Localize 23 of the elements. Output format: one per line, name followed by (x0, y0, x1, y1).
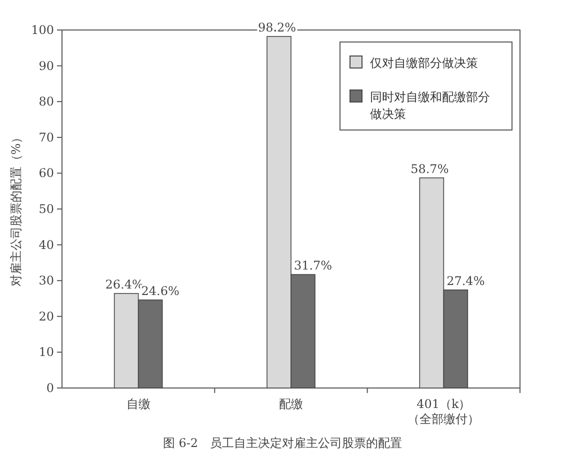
y-tick-label: 70 (38, 130, 54, 144)
y-tick-label: 20 (38, 309, 54, 324)
y-tick-label: 50 (38, 202, 54, 216)
y-tick-label: 0 (46, 381, 54, 395)
y-tick-label: 90 (38, 58, 54, 73)
y-axis-title: 对雇主公司股票的配置（%） (9, 131, 23, 287)
x-tick-label: 自缴 (126, 397, 150, 411)
y-tick-label: 30 (38, 274, 54, 288)
legend-label: 同时对自缴和配缴部分做决策 (370, 90, 490, 121)
x-tick-label: 配缴 (279, 397, 303, 411)
legend-label: 仅对自缴部分做决策 (370, 56, 478, 70)
y-tick-label: 60 (38, 166, 54, 180)
y-tick-label: 40 (38, 238, 54, 252)
data-label: 24.6% (141, 284, 180, 298)
y-tick-label: 10 (38, 345, 54, 360)
data-label: 58.7% (410, 162, 449, 176)
data-label: 27.4% (446, 274, 485, 288)
y-tick-label: 80 (38, 94, 54, 109)
y-tick-label: 100 (31, 23, 54, 37)
x-tick-label: 401（k）（全部缴付） (408, 397, 480, 426)
data-label: 26.4% (105, 277, 144, 292)
text: 图 6-2 员工自主决定对雇主公司股票的配置 (162, 436, 402, 450)
data-label: 31.7% (294, 258, 332, 273)
